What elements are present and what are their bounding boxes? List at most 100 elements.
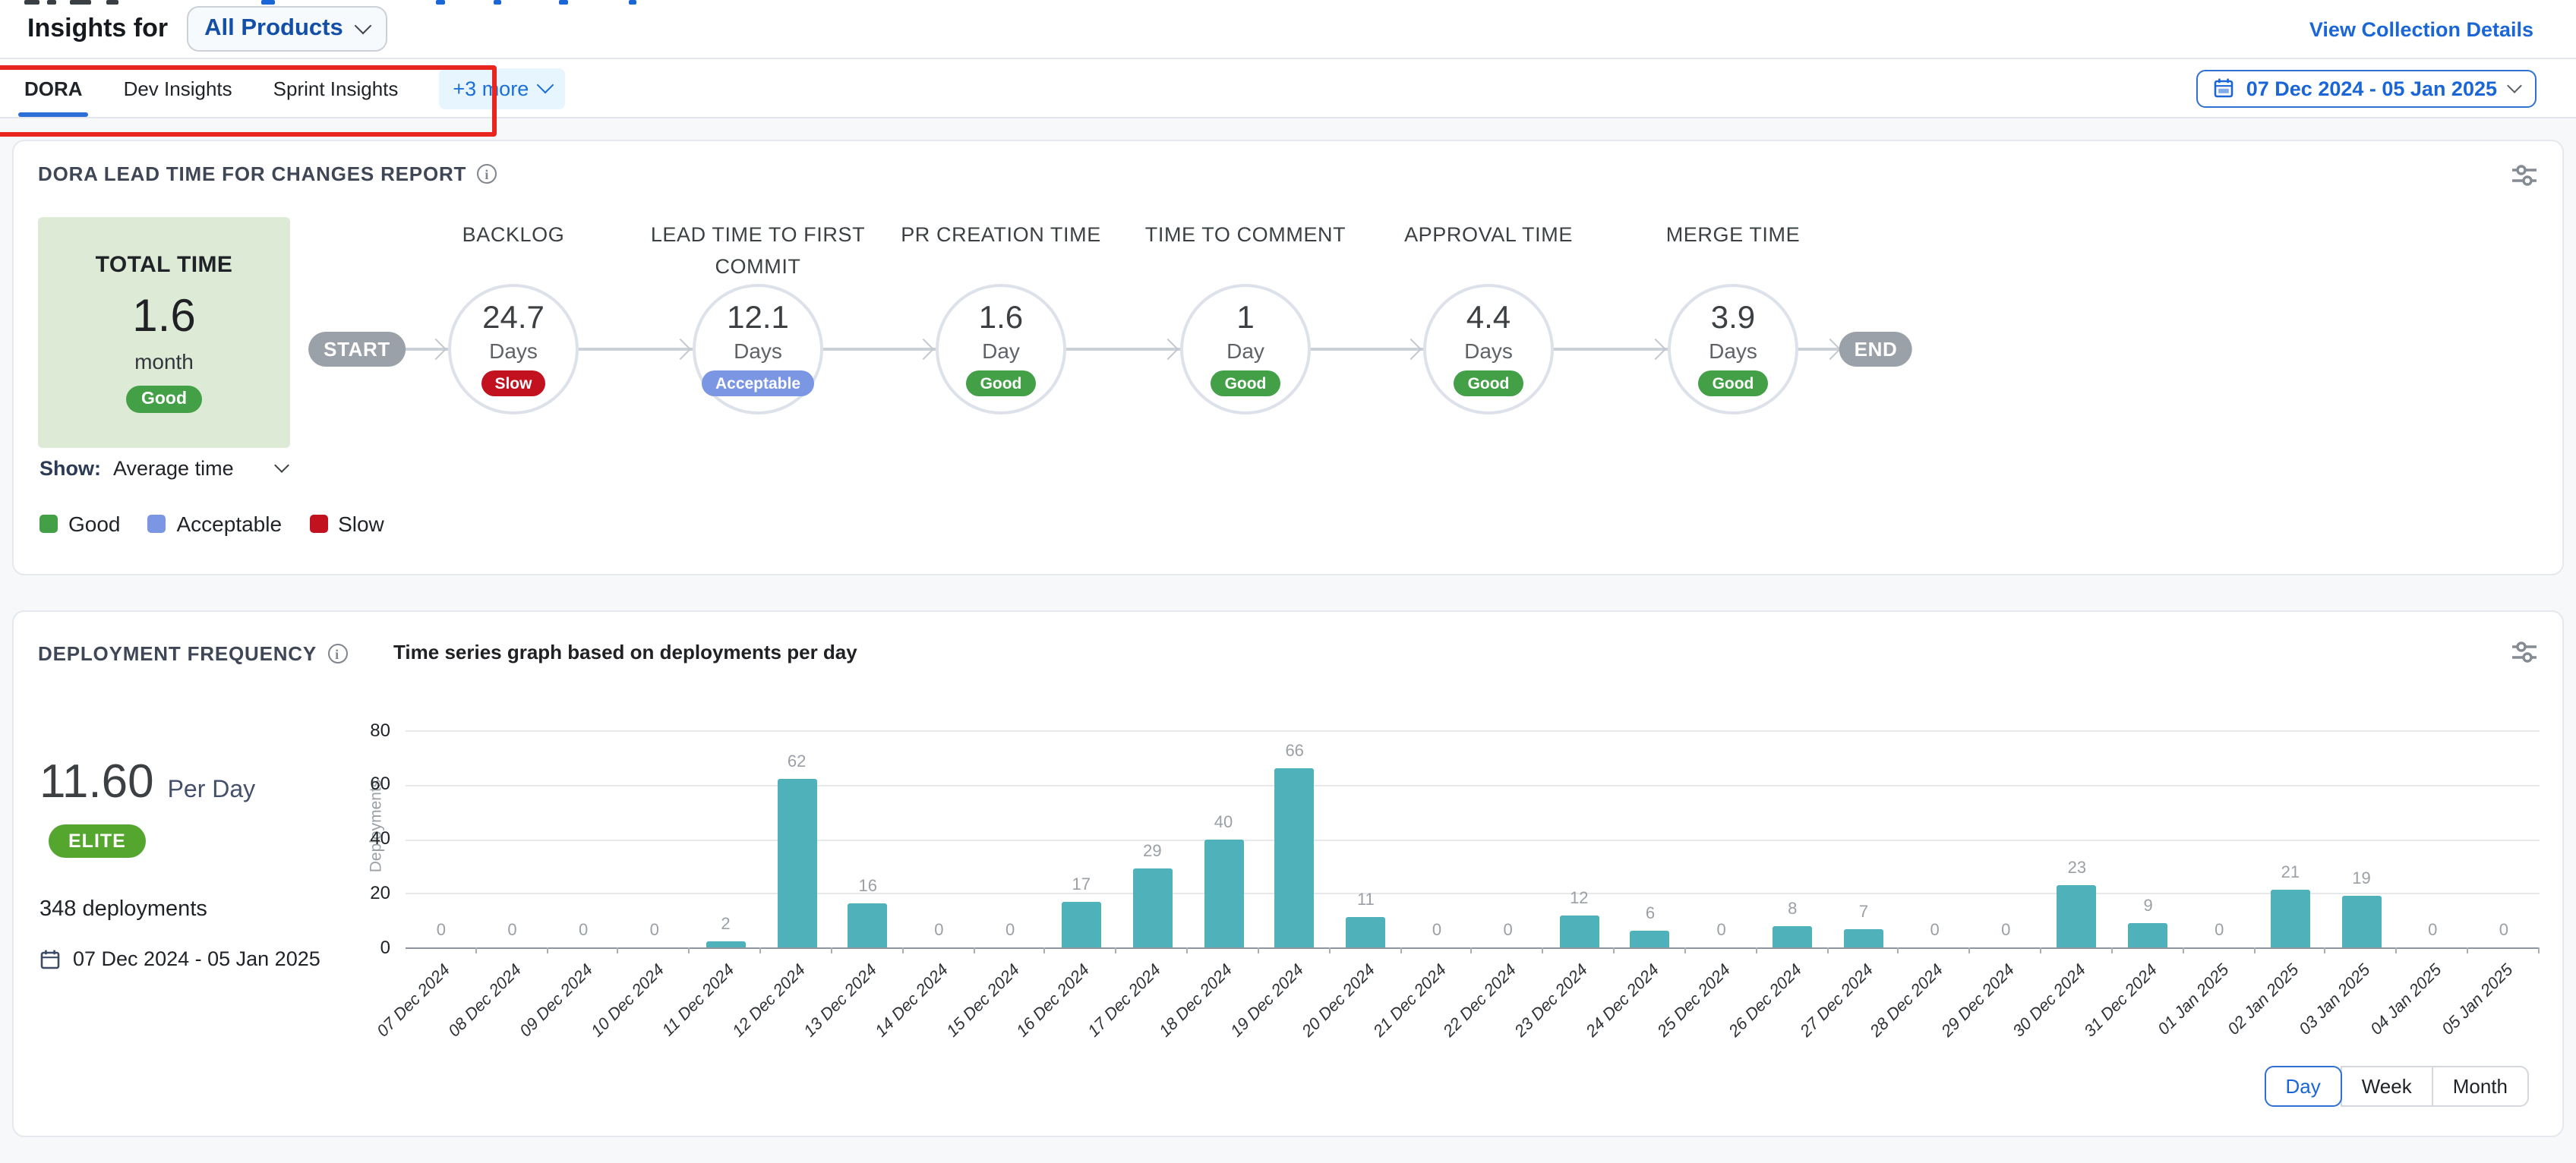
stat-date-range-value: 07 Dec 2024 - 05 Jan 2025: [73, 947, 320, 970]
deployment-bar: [1132, 868, 1172, 947]
stage-status-badge: Good: [1699, 370, 1768, 396]
more-tabs-dropdown[interactable]: +3 more: [439, 68, 565, 109]
cropped-row-fragment: [494, 0, 501, 5]
cropped-row-fragment: [261, 0, 275, 5]
bar-slot: 010 Dec 2024: [619, 703, 690, 947]
tab-dev-insights[interactable]: Dev Insights: [124, 59, 232, 117]
dashboard-page: Insights for All Products View Collectio…: [0, 0, 2576, 1163]
granularity-day-button[interactable]: Day: [2264, 1066, 2341, 1107]
bar-value-label: 62: [761, 753, 832, 771]
info-icon[interactable]: [327, 644, 347, 663]
bar-slot: 6212 Dec 2024: [761, 703, 832, 947]
granularity-week-button[interactable]: Week: [2341, 1066, 2433, 1107]
deployments-total: 348 deployments: [39, 897, 207, 922]
deployments-bar-chart: Deployments 007 Dec 2024008 Dec 2024009 …: [406, 703, 2540, 949]
x-axis-label: 11 Dec 2024: [659, 961, 738, 1040]
bar-value-label: 0: [2183, 922, 2255, 940]
x-axis-label: 12 Dec 2024: [730, 961, 810, 1041]
bar-value-label: 16: [832, 878, 904, 897]
arrow-head-icon: [913, 338, 934, 359]
bar-value-label: 0: [1401, 922, 1473, 940]
chevron-down-icon: [2507, 77, 2522, 93]
stage-value: 1: [1236, 302, 1254, 334]
flow-stage-time-to-comment: 1DayGood: [1180, 284, 1311, 414]
x-axis-label: 08 Dec 2024: [445, 961, 525, 1041]
bar-slot: 1223 Dec 2024: [1544, 703, 1615, 947]
x-axis-label: 14 Dec 2024: [872, 961, 952, 1041]
x-axis-label: 01 Jan 2025: [2155, 961, 2233, 1039]
bar-slot: 624 Dec 2024: [1615, 703, 1686, 947]
x-axis-label: 24 Dec 2024: [1583, 961, 1663, 1041]
deployment-rate-unit: Per Day: [168, 777, 256, 805]
cropped-row-fragment: [70, 0, 91, 5]
bar-value-label: 0: [548, 922, 619, 940]
product-selector-value: All Products: [204, 15, 343, 43]
deployment-bar: [2271, 890, 2310, 947]
bar-slot: 029 Dec 2024: [1970, 703, 2041, 947]
flow-stage-name-time-to-comment: TIME TO COMMENT: [1115, 220, 1376, 252]
bar-value-label: 0: [1686, 922, 1757, 940]
x-axis-label: 28 Dec 2024: [1867, 961, 1947, 1041]
chevron-down-icon: [537, 77, 554, 94]
bar-value-label: 40: [1188, 813, 1259, 831]
bar-slot: 014 Dec 2024: [904, 703, 975, 947]
granularity-month-button[interactable]: Month: [2432, 1066, 2529, 1107]
filter-settings-icon[interactable]: [2511, 641, 2538, 663]
bar-value-label: 21: [2255, 865, 2326, 883]
y-tick-60: 60: [336, 774, 390, 795]
bar-slot: 1120 Dec 2024: [1331, 703, 1402, 947]
product-selector-dropdown[interactable]: All Products: [186, 6, 387, 52]
bar-slot: 1716 Dec 2024: [1046, 703, 1117, 947]
bars-container: 007 Dec 2024008 Dec 2024009 Dec 2024010 …: [406, 703, 2540, 947]
deployment-bar: [1204, 839, 1243, 947]
stage-unit: Days: [734, 339, 782, 363]
flow-stage-name-lead-time-to-first-commit: LEAD TIME TO FIRST COMMIT: [627, 220, 889, 284]
x-axis-label: 07 Dec 2024: [374, 961, 454, 1041]
x-axis-label: 29 Dec 2024: [1939, 961, 2019, 1041]
bar-value-label: 6: [1615, 906, 1686, 924]
x-axis-label: 03 Jan 2025: [2297, 961, 2375, 1039]
bar-slot: 021 Dec 2024: [1401, 703, 1473, 947]
bar-value-label: 11: [1331, 892, 1402, 910]
tier-badge: ELITE: [49, 824, 146, 858]
stage-value: 24.7: [482, 302, 545, 334]
stage-unit: Days: [1709, 339, 1757, 363]
bar-slot: 4018 Dec 2024: [1188, 703, 1259, 947]
tab-dora[interactable]: DORA: [24, 59, 83, 117]
deployment-bar: [2057, 885, 2097, 947]
flow-start-node: START: [308, 332, 406, 367]
cropped-row-fragment: [47, 0, 56, 5]
deployment-bar: [2129, 923, 2168, 947]
bar-slot: 015 Dec 2024: [974, 703, 1046, 947]
deployment-bar: [1346, 918, 1385, 947]
view-collection-details-link[interactable]: View Collection Details: [2309, 17, 2533, 40]
flow-stage-pr-creation-time: 1.6DayGood: [936, 284, 1066, 414]
flow-stage-name-merge-time: MERGE TIME: [1602, 220, 1864, 252]
x-axis-label: 17 Dec 2024: [1085, 961, 1165, 1041]
flow-connector-line: [392, 348, 1842, 350]
tab-sprint-insights[interactable]: Sprint Insights: [273, 59, 399, 117]
calendar-icon: [39, 948, 61, 969]
bar-value-label: 19: [2326, 870, 2398, 888]
bar-slot: 007 Dec 2024: [406, 703, 477, 947]
date-range-picker[interactable]: 07 Dec 2024 - 05 Jan 2025: [2196, 69, 2537, 107]
x-axis-label: 04 Jan 2025: [2368, 961, 2446, 1039]
deployment-bar: [1559, 915, 1599, 947]
bar-slot: 025 Dec 2024: [1686, 703, 1757, 947]
deployment-bar: [1275, 768, 1315, 947]
bar-slot: 6619 Dec 2024: [1259, 703, 1331, 947]
x-axis-label: 18 Dec 2024: [1157, 961, 1236, 1041]
bar-slot: 2102 Jan 2025: [2255, 703, 2326, 947]
flow-stage-name-approval-time: APPROVAL TIME: [1358, 220, 1619, 252]
arrow-head-icon: [1400, 338, 1422, 359]
arrow-head-icon: [1820, 338, 1841, 359]
page-title: Insights for: [27, 14, 168, 44]
x-axis-label: 10 Dec 2024: [588, 961, 668, 1041]
y-tick-40: 40: [336, 827, 390, 849]
bar-slot: 727 Dec 2024: [1828, 703, 1899, 947]
bar-slot: 211 Dec 2024: [690, 703, 762, 947]
stage-value: 1.6: [979, 302, 1023, 334]
bar-value-label: 0: [477, 922, 548, 940]
bar-value-label: 0: [974, 922, 1046, 940]
deployment-card-header: DEPLOYMENT FREQUENCY: [38, 642, 347, 665]
